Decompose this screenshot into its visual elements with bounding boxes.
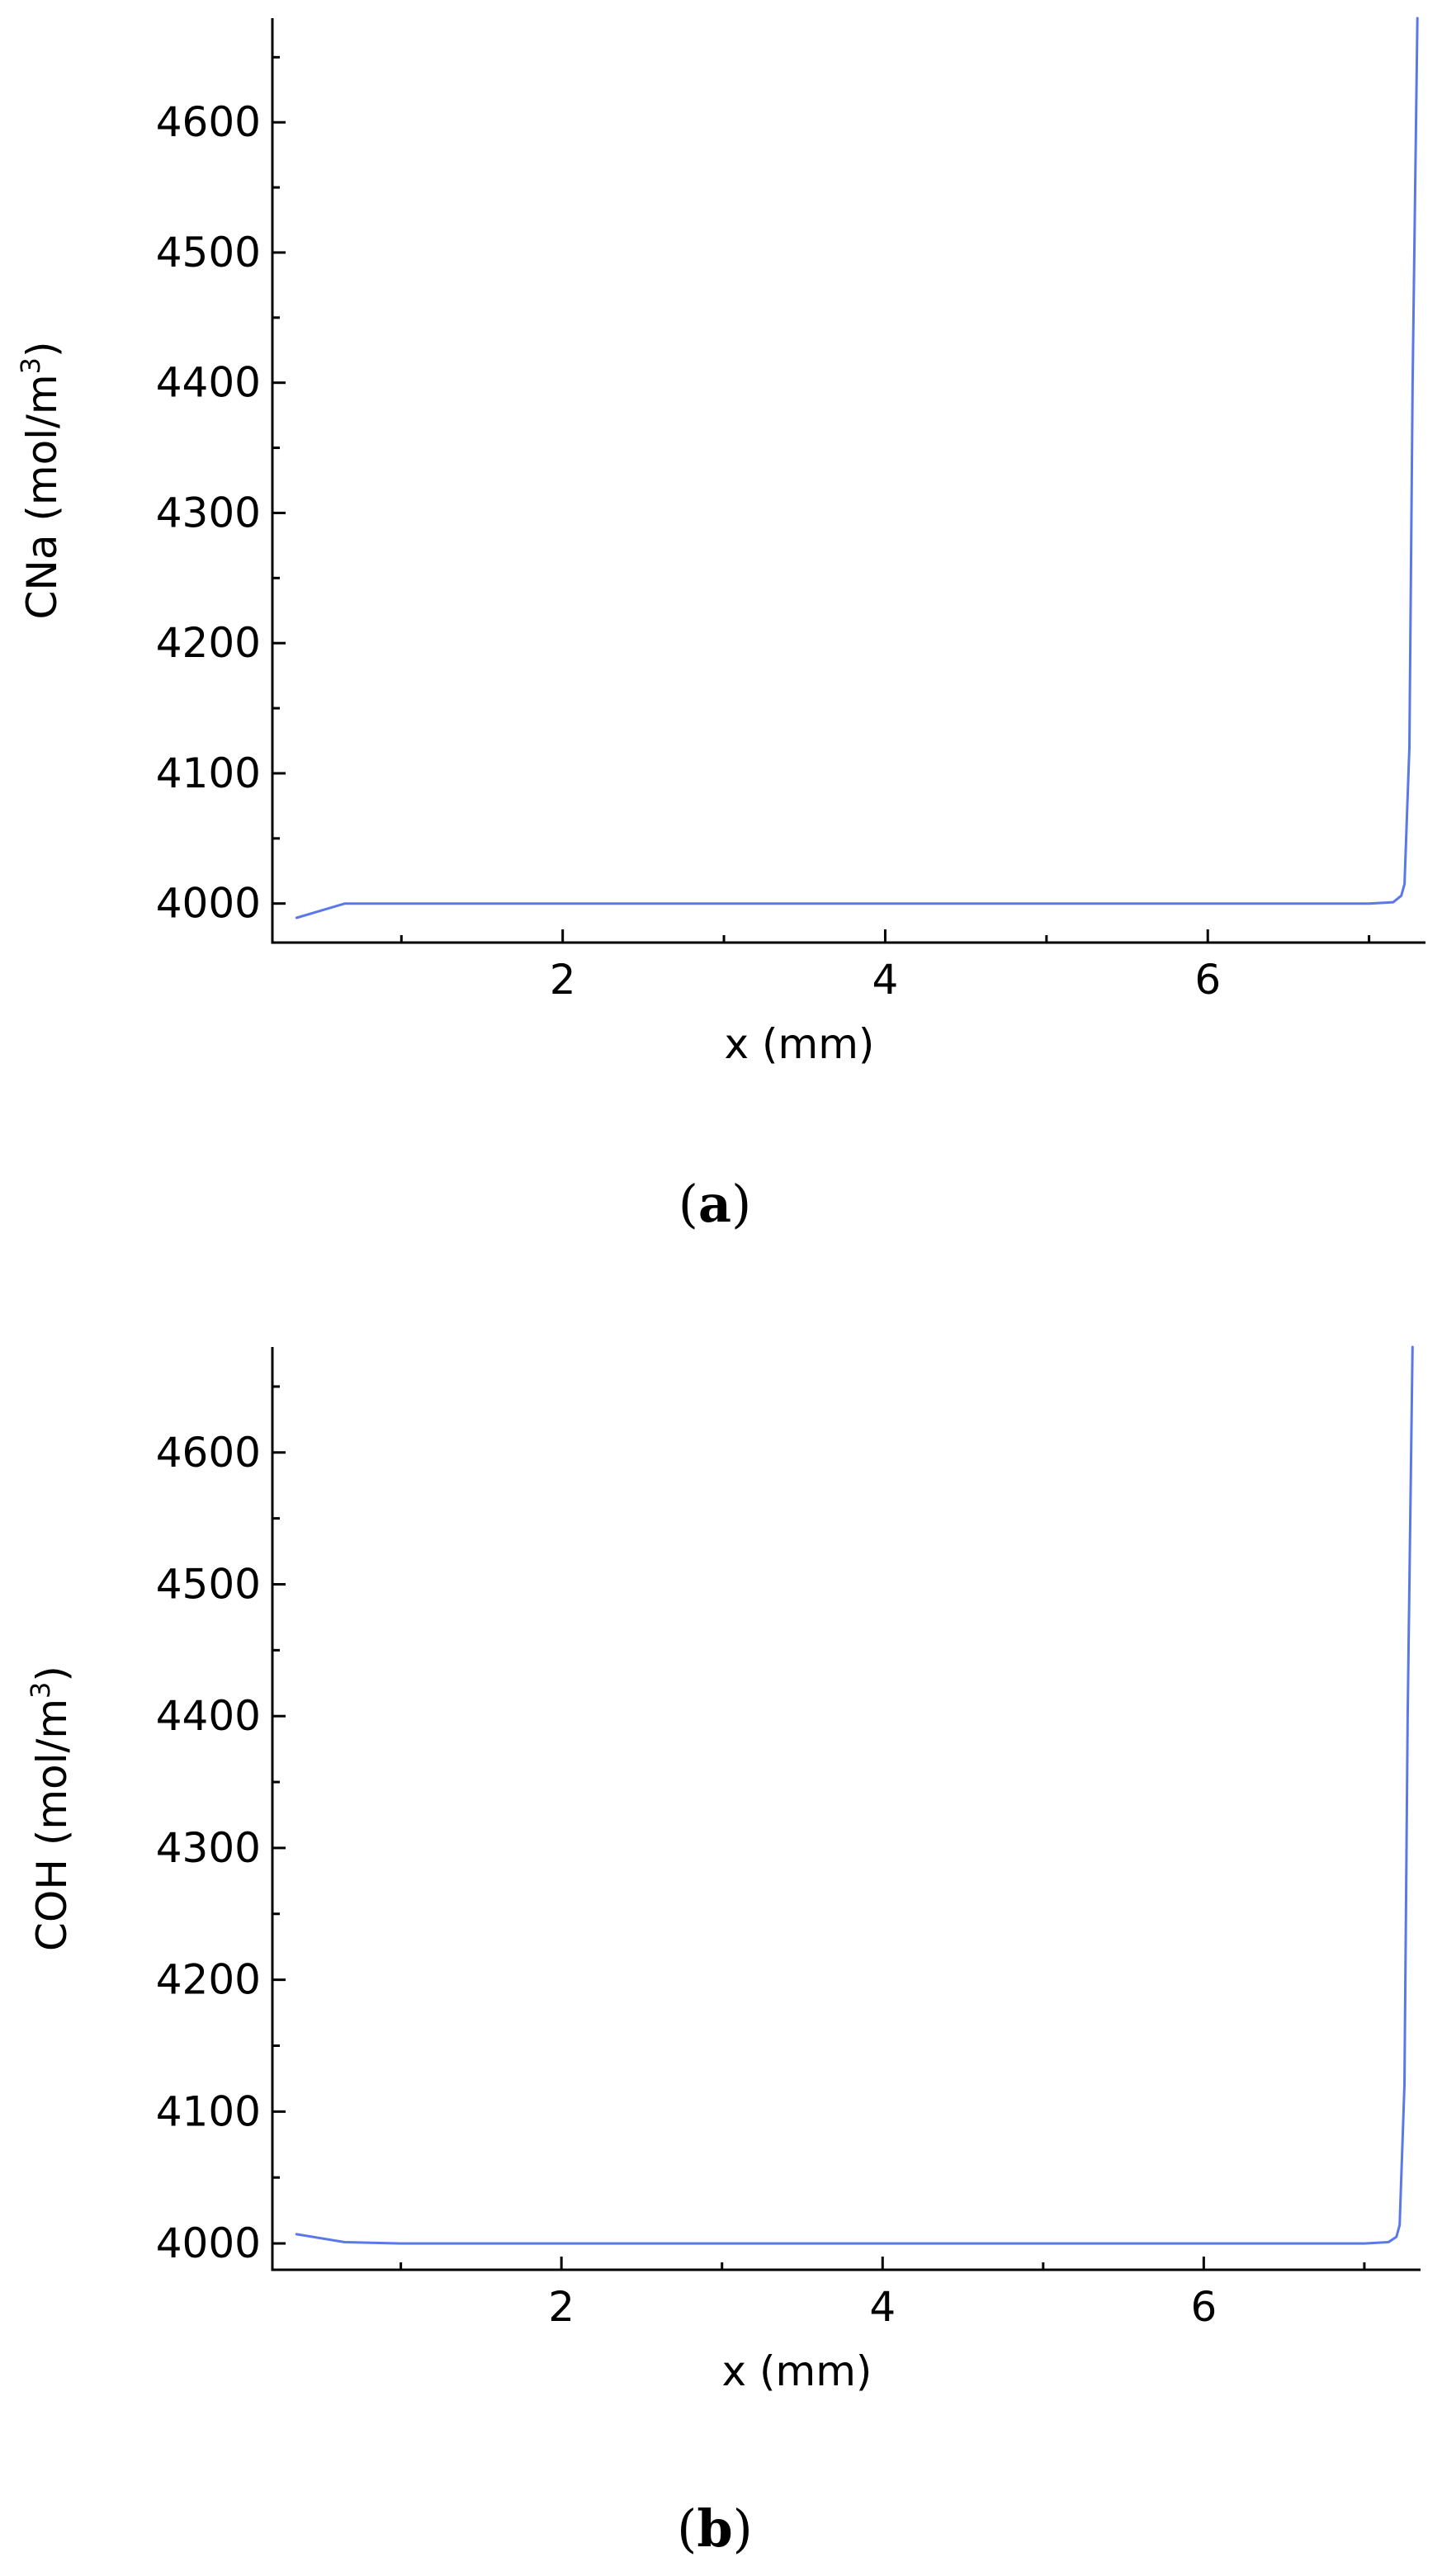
y-tick-label: 4600 xyxy=(156,1429,261,1477)
x-tick-label: 6 xyxy=(1190,2283,1217,2331)
y-tick-label: 4500 xyxy=(156,229,261,277)
panel-letter: b xyxy=(697,2498,732,2559)
axis-lines xyxy=(271,18,1425,944)
series-line xyxy=(295,17,1419,919)
x-axis-label: x (mm) xyxy=(725,1020,875,1068)
y-tick-label: 4200 xyxy=(156,619,261,667)
y-axis-label-close: ) xyxy=(28,1666,76,1682)
y-tick-label: 4000 xyxy=(156,880,261,928)
y-axis-label-close: ) xyxy=(18,342,66,358)
x-tick-label: 4 xyxy=(869,2283,896,2331)
axis-tick-labels: 4000 4100 4200 4300 4400 4500 4600 2 4 6 xyxy=(156,98,1221,1004)
y-axis-label-superscript: 3 xyxy=(25,1682,56,1699)
panel-letter: a xyxy=(698,1174,731,1234)
y-tick-label: 4400 xyxy=(156,359,261,407)
y-axis-label: CNa (mol/m3) xyxy=(15,342,66,620)
y-axis-label-text: COH (mol/m xyxy=(28,1699,76,1951)
y-tick-label: 4100 xyxy=(156,749,261,797)
axis-tick-labels: 4000 4100 4200 4300 4400 4500 4600 2 4 6 xyxy=(156,1429,1217,2331)
axis-lines xyxy=(271,1347,1421,2271)
y-tick-label: 4200 xyxy=(156,1956,261,2004)
chart-panel-a: 4000 4100 4200 4300 4400 4500 4600 2 4 6 x (mm) C… xyxy=(15,17,1425,1234)
y-tick-label: 4300 xyxy=(156,489,261,536)
axis-ticks xyxy=(272,1385,1366,2270)
x-tick-label: 2 xyxy=(548,2283,574,2331)
x-tick-label: 4 xyxy=(872,956,899,1004)
axis-ticks xyxy=(272,55,1371,943)
y-tick-label: 4600 xyxy=(156,98,261,146)
panel-caption: (b) xyxy=(677,2498,753,2559)
y-tick-label: 4300 xyxy=(156,1824,261,1872)
x-axis-label: x (mm) xyxy=(722,2347,872,2395)
panel-caption: (a) xyxy=(678,1174,752,1234)
y-axis-label: COH (mol/m3) xyxy=(25,1666,76,1951)
chart-panel-b: 4000 4100 4200 4300 4400 4500 4600 2 4 6 x (mm) C… xyxy=(25,1345,1421,2559)
y-tick-label: 4100 xyxy=(156,2087,261,2135)
x-tick-label: 6 xyxy=(1194,956,1221,1004)
y-axis-label-text: CNa (mol/m xyxy=(18,374,66,619)
y-tick-label: 4400 xyxy=(156,1692,261,1740)
series-line xyxy=(295,1345,1414,2245)
y-tick-label: 4000 xyxy=(156,2219,261,2267)
x-tick-label: 2 xyxy=(550,956,576,1004)
y-axis-label-superscript: 3 xyxy=(15,357,46,374)
y-tick-label: 4500 xyxy=(156,1560,261,1608)
